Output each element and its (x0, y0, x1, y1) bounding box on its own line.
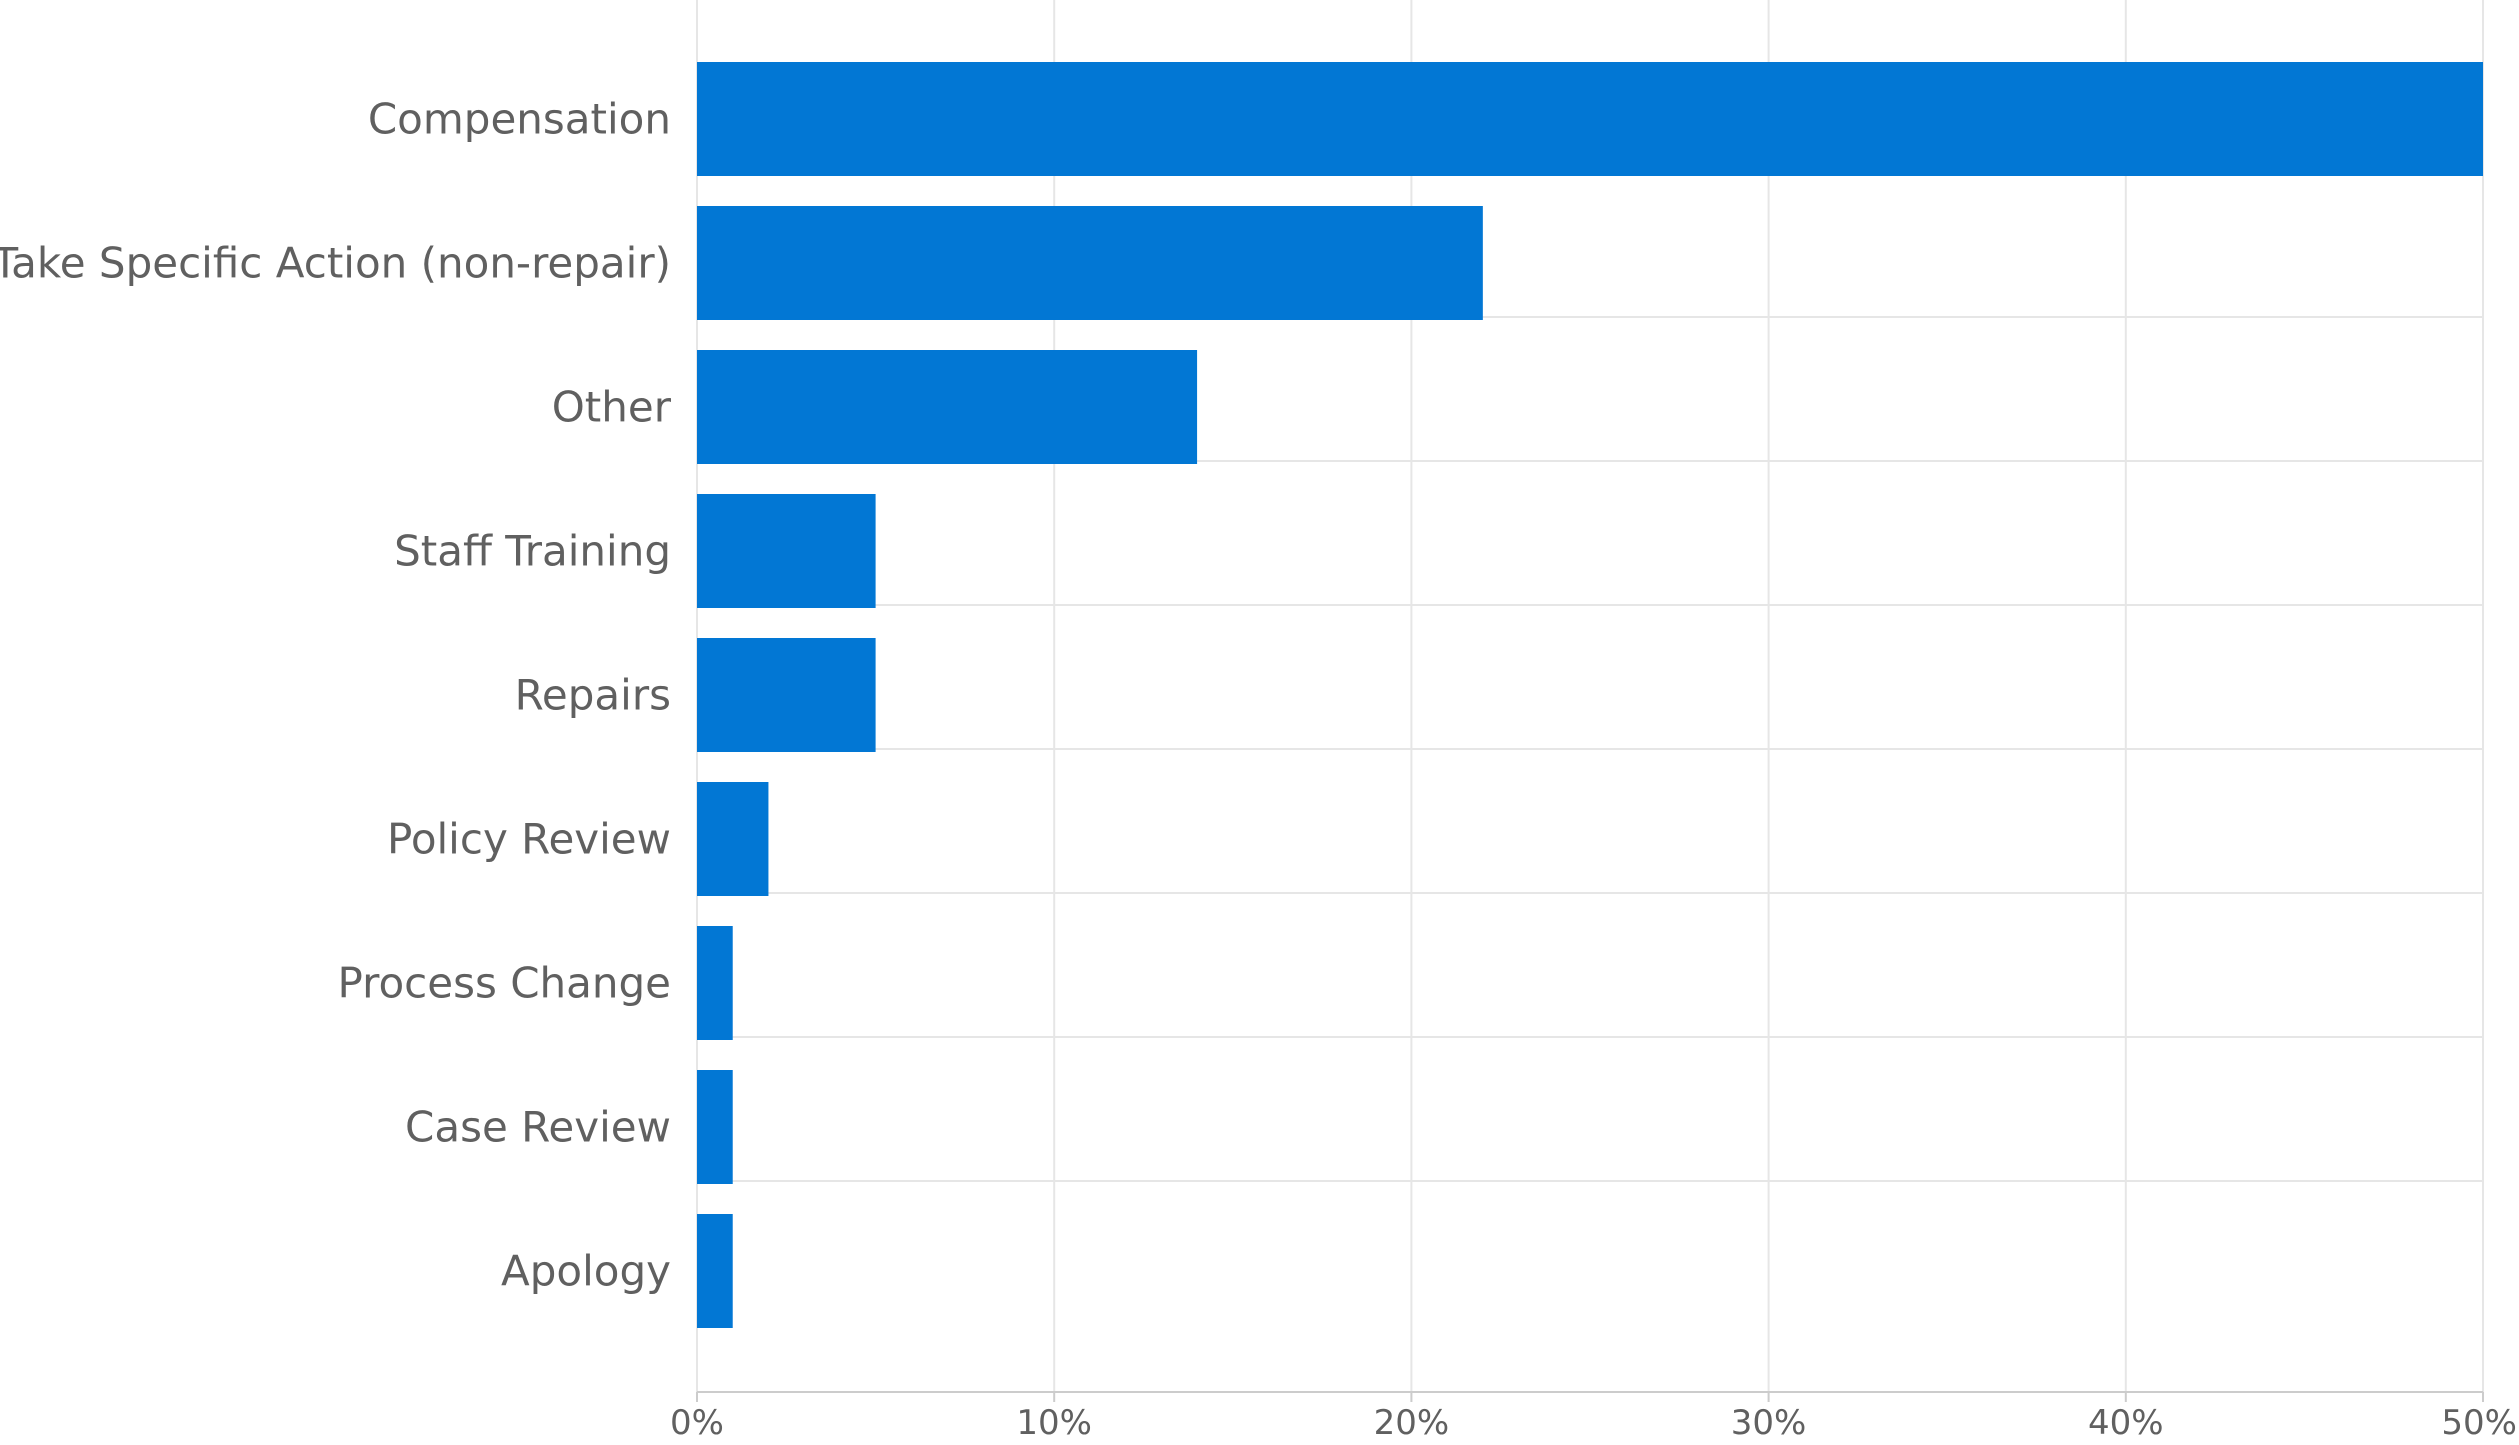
x-tick-label: 10% (1016, 1403, 1092, 1443)
bar-take-specific-action-non-repair (697, 206, 1483, 320)
bar-apology (697, 1214, 733, 1328)
bar-repairs (697, 638, 876, 752)
bar-case-review (697, 1070, 733, 1184)
x-tick-label: 0% (670, 1403, 724, 1443)
category-label: Take Specific Action (non-repair) (0, 239, 671, 288)
category-label: Case Review (405, 1103, 671, 1152)
category-label: Other (552, 383, 672, 432)
bar-policy-review (697, 782, 769, 896)
category-labels: Compensation Take Specific Action (non-re… (0, 95, 672, 1296)
category-label: Apology (501, 1247, 671, 1296)
x-tick-label: 30% (1731, 1403, 1807, 1443)
grid-lines (696, 0, 2484, 1392)
x-tick-label: 50% (2441, 1403, 2517, 1443)
category-label: Repairs (515, 671, 671, 720)
bars (697, 62, 2483, 1328)
x-tick-label: 20% (1374, 1403, 1450, 1443)
bar-other (697, 350, 1198, 464)
bar-process-change (697, 926, 733, 1040)
category-label: Compensation (368, 95, 671, 144)
x-axis: 0% 10% 20% 30% 40% 50% (670, 1391, 2517, 1443)
x-tick-label: 40% (2088, 1403, 2164, 1443)
bar-staff-training (697, 494, 876, 608)
bar-compensation (697, 62, 2483, 176)
category-label: Process Change (338, 959, 671, 1008)
category-label: Staff Training (394, 527, 671, 576)
category-label: Policy Review (387, 815, 671, 864)
